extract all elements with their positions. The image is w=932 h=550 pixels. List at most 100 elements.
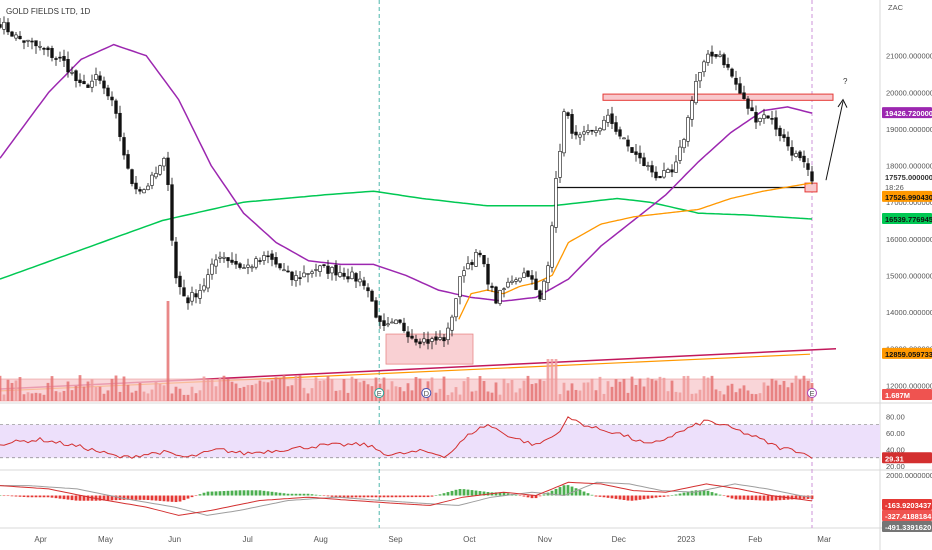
candle[interactable] bbox=[606, 114, 610, 123]
candle[interactable] bbox=[582, 131, 586, 135]
candle[interactable] bbox=[134, 182, 138, 190]
candle[interactable] bbox=[458, 276, 462, 298]
candle[interactable] bbox=[26, 39, 30, 42]
candle[interactable] bbox=[138, 189, 142, 192]
candle[interactable] bbox=[42, 48, 46, 50]
candle[interactable] bbox=[346, 276, 350, 280]
candle[interactable] bbox=[742, 92, 746, 99]
candle[interactable] bbox=[482, 255, 486, 265]
candle[interactable] bbox=[102, 80, 106, 89]
event-marker[interactable] bbox=[374, 388, 385, 398]
candle[interactable] bbox=[234, 261, 238, 265]
candle[interactable] bbox=[70, 72, 74, 74]
candle[interactable] bbox=[378, 315, 382, 322]
candle[interactable] bbox=[258, 260, 262, 262]
candle[interactable] bbox=[526, 270, 530, 277]
candle[interactable] bbox=[754, 112, 758, 123]
candle[interactable] bbox=[642, 157, 646, 167]
candle[interactable] bbox=[298, 277, 302, 279]
candle[interactable] bbox=[422, 338, 426, 343]
candle[interactable] bbox=[546, 265, 550, 283]
candle[interactable] bbox=[142, 189, 146, 194]
candle[interactable] bbox=[418, 341, 422, 345]
candle[interactable] bbox=[98, 75, 102, 81]
candle[interactable] bbox=[694, 80, 698, 104]
candle[interactable] bbox=[802, 155, 806, 163]
candle[interactable] bbox=[398, 319, 402, 323]
candle[interactable] bbox=[782, 134, 786, 139]
candle[interactable] bbox=[618, 129, 622, 137]
candle[interactable] bbox=[402, 322, 406, 332]
candle[interactable] bbox=[350, 271, 354, 280]
candle[interactable] bbox=[626, 139, 630, 147]
candle[interactable] bbox=[522, 272, 526, 278]
candle[interactable] bbox=[290, 271, 294, 281]
candle[interactable] bbox=[214, 259, 218, 267]
candle[interactable] bbox=[358, 278, 362, 283]
candle[interactable] bbox=[514, 279, 518, 282]
candle[interactable] bbox=[410, 335, 414, 339]
candle[interactable] bbox=[182, 287, 186, 297]
candle[interactable] bbox=[30, 40, 34, 43]
candle[interactable] bbox=[758, 118, 762, 122]
candle[interactable] bbox=[218, 256, 222, 259]
candle[interactable] bbox=[390, 321, 394, 324]
candle[interactable] bbox=[486, 263, 490, 285]
candle[interactable] bbox=[730, 68, 734, 77]
candle[interactable] bbox=[726, 64, 730, 68]
candle[interactable] bbox=[18, 35, 22, 39]
candle[interactable] bbox=[490, 285, 494, 288]
candle[interactable] bbox=[62, 56, 66, 61]
candle[interactable] bbox=[710, 51, 714, 57]
candle[interactable] bbox=[450, 316, 454, 331]
candle[interactable] bbox=[538, 290, 542, 300]
candle[interactable] bbox=[354, 273, 358, 282]
candle[interactable] bbox=[178, 275, 182, 288]
candle[interactable] bbox=[594, 130, 598, 133]
candle[interactable] bbox=[634, 151, 638, 155]
candle[interactable] bbox=[250, 266, 254, 269]
candle[interactable] bbox=[510, 280, 514, 283]
candle[interactable] bbox=[690, 100, 694, 120]
candle[interactable] bbox=[162, 158, 166, 167]
candle[interactable] bbox=[0, 24, 2, 28]
candle[interactable] bbox=[150, 174, 154, 186]
candle[interactable] bbox=[206, 274, 210, 289]
candle[interactable] bbox=[190, 292, 194, 302]
candle[interactable] bbox=[294, 275, 298, 281]
candle[interactable] bbox=[74, 70, 78, 81]
candle[interactable] bbox=[790, 147, 794, 156]
candle[interactable] bbox=[590, 129, 594, 132]
candle[interactable] bbox=[702, 61, 706, 73]
candle[interactable] bbox=[194, 293, 198, 298]
candle[interactable] bbox=[478, 252, 482, 256]
candle[interactable] bbox=[662, 170, 666, 178]
candle[interactable] bbox=[170, 184, 174, 241]
candle[interactable] bbox=[542, 280, 546, 301]
candle[interactable] bbox=[226, 257, 230, 262]
candle[interactable] bbox=[722, 54, 726, 66]
candle[interactable] bbox=[554, 178, 558, 228]
candle[interactable] bbox=[262, 255, 266, 261]
candle[interactable] bbox=[794, 153, 798, 157]
candle[interactable] bbox=[394, 319, 398, 325]
candle[interactable] bbox=[682, 139, 686, 149]
candle[interactable] bbox=[550, 225, 554, 268]
candle[interactable] bbox=[770, 118, 774, 120]
candle[interactable] bbox=[614, 122, 618, 132]
candle[interactable] bbox=[274, 257, 278, 265]
candle[interactable] bbox=[750, 107, 754, 112]
candle[interactable] bbox=[414, 338, 418, 343]
candle[interactable] bbox=[338, 272, 342, 277]
candle[interactable] bbox=[10, 31, 14, 37]
candle[interactable] bbox=[334, 264, 338, 276]
candle[interactable] bbox=[610, 113, 614, 124]
candle[interactable] bbox=[126, 154, 130, 169]
candle[interactable] bbox=[698, 72, 702, 82]
candle[interactable] bbox=[646, 165, 650, 167]
candle[interactable] bbox=[186, 297, 190, 304]
candle[interactable] bbox=[254, 258, 258, 268]
candle[interactable] bbox=[246, 264, 250, 268]
candle[interactable] bbox=[558, 151, 562, 178]
